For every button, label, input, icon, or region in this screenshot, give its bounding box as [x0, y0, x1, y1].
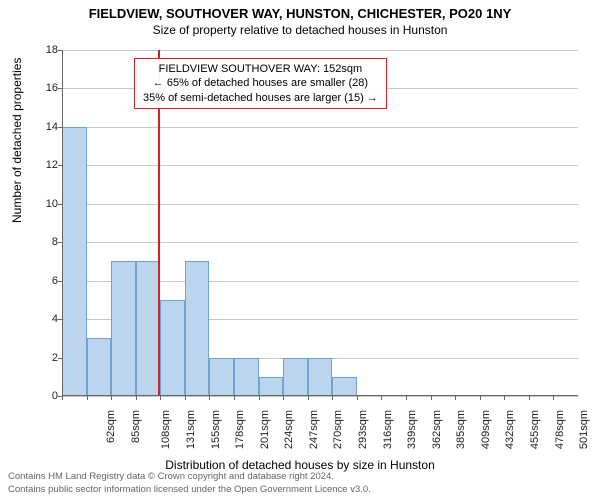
x-tick-mark: [308, 396, 309, 400]
annotation-line3: 35% of semi-detached houses are larger (…: [143, 91, 378, 105]
y-tick-label: 6: [28, 275, 58, 287]
x-tick-mark: [332, 396, 333, 400]
plot-area: FIELDVIEW SOUTHOVER WAY: 152sqm ← 65% of…: [62, 50, 578, 396]
x-tick-label: 201sqm: [259, 410, 271, 449]
y-tick-mark: [58, 50, 62, 51]
bar: [160, 300, 185, 396]
x-tick-label: 108sqm: [161, 410, 173, 449]
y-axis-label: Number of detached properties: [10, 58, 24, 223]
x-tick-mark: [455, 396, 456, 400]
x-tick-label: 155sqm: [210, 410, 222, 449]
x-tick-mark: [87, 396, 88, 400]
bar: [136, 261, 161, 396]
x-tick-mark: [185, 396, 186, 400]
x-tick-mark: [553, 396, 554, 400]
x-tick-label: 362sqm: [431, 410, 443, 449]
y-tick-label: 10: [28, 198, 58, 210]
x-tick-mark: [136, 396, 137, 400]
bar: [308, 358, 333, 396]
y-tick-mark: [58, 242, 62, 243]
x-tick-label: 409sqm: [480, 410, 492, 449]
footer-line1: Contains HM Land Registry data © Crown c…: [8, 471, 371, 483]
x-tick-mark: [259, 396, 260, 400]
y-tick-mark: [58, 165, 62, 166]
y-tick-label: 16: [28, 82, 58, 94]
x-tick-label: 455sqm: [529, 410, 541, 449]
x-tick-label: 85sqm: [130, 410, 142, 443]
bar: [87, 338, 112, 396]
x-tick-label: 62sqm: [105, 410, 117, 443]
x-tick-label: 270sqm: [333, 410, 345, 449]
bar: [209, 358, 234, 396]
y-tick-label: 12: [28, 159, 58, 171]
x-tick-label: 385sqm: [455, 410, 467, 449]
x-tick-mark: [160, 396, 161, 400]
y-tick-mark: [58, 127, 62, 128]
x-tick-mark: [406, 396, 407, 400]
annotation-line1: FIELDVIEW SOUTHOVER WAY: 152sqm: [143, 62, 378, 76]
x-tick-label: 293sqm: [357, 410, 369, 449]
y-tick-mark: [58, 88, 62, 89]
x-tick-mark: [234, 396, 235, 400]
bar: [259, 377, 284, 396]
x-tick-mark: [480, 396, 481, 400]
bar: [62, 127, 87, 396]
bar: [185, 261, 210, 396]
x-tick-label: 316sqm: [382, 410, 394, 449]
x-tick-mark: [283, 396, 284, 400]
y-tick-label: 2: [28, 352, 58, 364]
footer: Contains HM Land Registry data © Crown c…: [8, 471, 371, 496]
y-tick-mark: [58, 204, 62, 205]
y-tick-mark: [58, 281, 62, 282]
x-tick-mark: [111, 396, 112, 400]
y-tick-label: 8: [28, 236, 58, 248]
bar: [332, 377, 357, 396]
chart-title: FIELDVIEW, SOUTHOVER WAY, HUNSTON, CHICH…: [0, 0, 600, 21]
y-axis-line: [62, 50, 63, 396]
x-tick-label: 224sqm: [283, 410, 295, 449]
y-tick-mark: [58, 319, 62, 320]
annotation-line2: ← 65% of detached houses are smaller (28…: [143, 76, 378, 90]
x-tick-mark: [529, 396, 530, 400]
y-tick-label: 18: [28, 44, 58, 56]
x-tick-label: 247sqm: [308, 410, 320, 449]
y-tick-label: 14: [28, 121, 58, 133]
bar: [234, 358, 259, 396]
x-tick-mark: [381, 396, 382, 400]
y-tick-mark: [58, 358, 62, 359]
x-tick-mark: [504, 396, 505, 400]
x-tick-mark: [209, 396, 210, 400]
chart-container: FIELDVIEW, SOUTHOVER WAY, HUNSTON, CHICH…: [0, 0, 600, 500]
x-tick-label: 178sqm: [234, 410, 246, 449]
x-tick-mark: [357, 396, 358, 400]
chart-subtitle: Size of property relative to detached ho…: [0, 21, 600, 37]
gridline: [62, 396, 578, 397]
x-tick-mark: [431, 396, 432, 400]
x-tick-label: 478sqm: [554, 410, 566, 449]
x-tick-label: 432sqm: [505, 410, 517, 449]
footer-line2: Contains public sector information licen…: [8, 484, 371, 496]
x-axis-label: Distribution of detached houses by size …: [0, 458, 600, 472]
x-tick-label: 501sqm: [578, 410, 590, 449]
annotation-box: FIELDVIEW SOUTHOVER WAY: 152sqm ← 65% of…: [134, 58, 387, 109]
x-axis-line: [62, 395, 578, 396]
y-tick-label: 0: [28, 390, 58, 402]
bar: [283, 358, 308, 396]
x-tick-mark: [62, 396, 63, 400]
x-tick-label: 339sqm: [406, 410, 418, 449]
y-tick-label: 4: [28, 313, 58, 325]
x-tick-label: 131sqm: [185, 410, 197, 449]
bar: [111, 261, 136, 396]
